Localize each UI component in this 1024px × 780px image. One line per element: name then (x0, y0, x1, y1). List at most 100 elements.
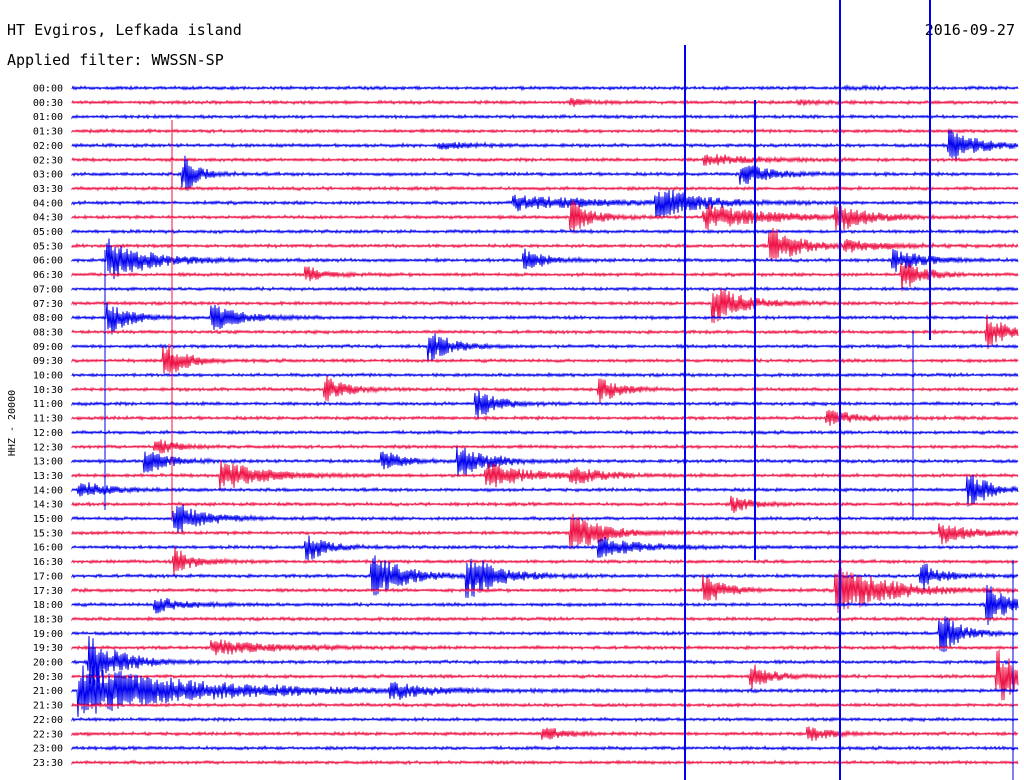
trace-row-0530 (71, 227, 1019, 260)
time-tick-label: 19:30 (33, 643, 63, 654)
trace-row-0630 (71, 262, 1019, 292)
trace-row-0900 (71, 333, 1019, 363)
time-tick-label: 18:30 (33, 614, 63, 625)
time-tick-label: 04:30 (33, 213, 63, 224)
time-tick-label: 16:00 (33, 543, 63, 554)
time-tick-label: 13:00 (33, 457, 63, 468)
time-tick-label: 14:00 (33, 485, 63, 496)
trace-row-0100 (71, 113, 1019, 120)
trace-row-1900 (71, 616, 1019, 653)
trace-row-1130 (71, 409, 1019, 426)
trace-row-1530 (71, 513, 1019, 550)
filter-label: Applied filter: WWSSN-SP (7, 51, 224, 69)
time-tick-label: 00:30 (33, 98, 63, 109)
trace-row-0300 (71, 155, 1019, 191)
trace-row-0200 (71, 129, 1019, 160)
y-axis-label: HHZ - 20000 (7, 390, 18, 456)
time-tick-label: 03:00 (33, 170, 63, 181)
time-tick-label: 17:00 (33, 571, 63, 582)
trace-row-2000 (71, 635, 1019, 686)
time-tick-label: 09:30 (33, 356, 63, 367)
time-tick-label: 13:30 (33, 471, 63, 482)
time-tick-label: 05:00 (33, 227, 63, 238)
trace-row-0330 (71, 185, 1019, 192)
time-tick-label: 20:00 (33, 658, 63, 669)
station-title: HT Evgiros, Lefkada island (7, 21, 242, 39)
trace-row-0730 (71, 288, 1019, 324)
trace-row-1200 (71, 429, 1019, 436)
time-tick-label: 15:00 (33, 514, 63, 525)
time-tick-label: 07:30 (33, 299, 63, 310)
time-tick-label: 12:30 (33, 442, 63, 453)
time-tick-label: 00:00 (33, 84, 63, 95)
time-tick-label: 15:30 (33, 528, 63, 539)
trace-row-1000 (71, 371, 1019, 379)
time-tick-label: 23:00 (33, 744, 63, 755)
time-tick-label: 10:30 (33, 385, 63, 396)
time-tick-label: 16:30 (33, 557, 63, 568)
time-tick-label: 11:00 (33, 399, 63, 410)
time-tick-label: 08:00 (33, 313, 63, 324)
time-tick-label: 22:00 (33, 715, 63, 726)
time-tick-label: 21:00 (33, 686, 63, 697)
time-tick-label: 05:30 (33, 241, 63, 252)
trace-row-1600 (71, 535, 1019, 561)
trace-row-2130 (71, 701, 1019, 709)
trace-row-1230 (71, 439, 1019, 454)
trace-row-0600 (71, 238, 1019, 280)
trace-row-0130 (71, 127, 1019, 135)
trace-row-0500 (71, 228, 1019, 235)
time-tick-label: 01:30 (33, 127, 63, 138)
time-tick-label: 18:00 (33, 600, 63, 611)
trace-row-2330 (71, 759, 1019, 766)
trace-row-0800 (71, 302, 1019, 335)
time-tick-label: 14:30 (33, 500, 63, 511)
trace-row-2200 (71, 716, 1019, 723)
time-tick-label: 19:00 (33, 629, 63, 640)
trace-row-0000 (71, 84, 1019, 92)
large-event-spikes (104, 0, 1014, 780)
trace-row-1630 (71, 546, 1019, 576)
trace-row-0400 (71, 189, 1019, 219)
time-tick-label: 02:30 (33, 155, 63, 166)
time-tick-label: 17:30 (33, 586, 63, 597)
time-tick-label: 06:30 (33, 270, 63, 281)
trace-row-1730 (71, 567, 1019, 614)
time-tick-label: 03:30 (33, 184, 63, 195)
trace-row-0830 (71, 314, 1019, 350)
trace-row-1330 (71, 460, 1019, 491)
trace-row-2030 (71, 649, 1019, 701)
time-tick-label: 01:00 (33, 112, 63, 123)
time-tick-label: 11:30 (33, 414, 63, 425)
trace-row-2230 (71, 726, 1019, 742)
time-tick-label: 04:00 (33, 198, 63, 209)
time-tick-label: 10:00 (33, 371, 63, 382)
trace-row-1800 (71, 584, 1019, 626)
time-tick-label: 02:00 (33, 141, 63, 152)
time-tick-label: 22:30 (33, 729, 63, 740)
trace-row-1100 (71, 390, 1019, 418)
time-tick-label: 07:00 (33, 284, 63, 295)
seismic-traces (71, 84, 1019, 766)
trace-row-1700 (71, 555, 1019, 598)
trace-row-0700 (71, 285, 1019, 293)
trace-row-1300 (71, 446, 1019, 477)
time-tick-label: 20:30 (33, 672, 63, 683)
time-tick-labels: 00:00 00:30 01:00 01:30 02:00 02:30 03:00 03:30… (33, 84, 63, 769)
trace-row-0030 (71, 97, 1019, 107)
time-tick-label: 09:00 (33, 342, 63, 353)
trace-row-1430 (71, 495, 1019, 514)
date-label: 2016-09-27 (925, 21, 1015, 39)
time-tick-label: 12:00 (33, 428, 63, 439)
time-tick-label: 06:00 (33, 256, 63, 267)
time-tick-label: 08:30 (33, 327, 63, 338)
trace-row-1500 (71, 504, 1019, 534)
trace-row-2300 (71, 744, 1019, 752)
trace-row-0930 (71, 343, 1019, 374)
trace-row-1400 (71, 474, 1019, 507)
trace-row-0230 (71, 154, 1019, 166)
trace-row-1830 (71, 615, 1019, 623)
trace-row-2100 (71, 665, 1019, 717)
trace-row-1030 (71, 375, 1019, 403)
